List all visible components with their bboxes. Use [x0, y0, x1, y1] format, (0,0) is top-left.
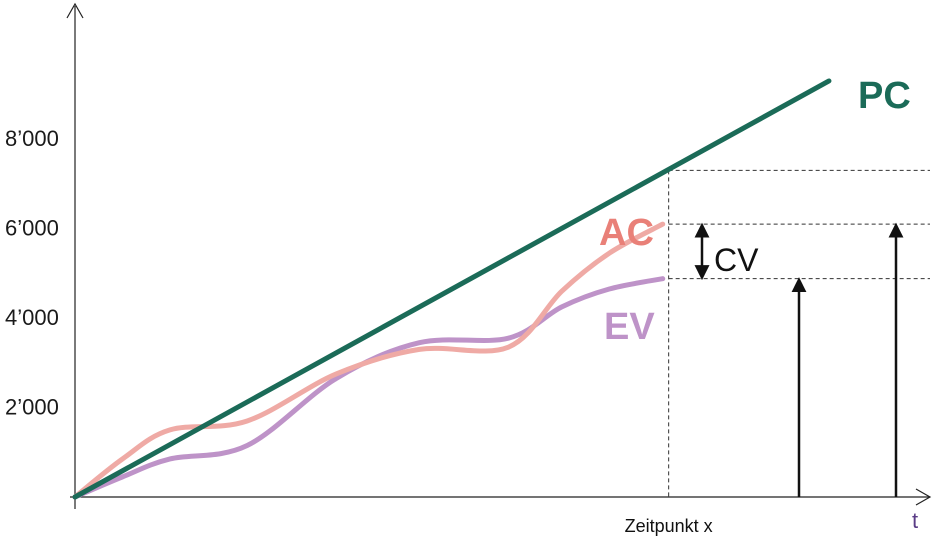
x-axis-label: t — [912, 508, 918, 533]
series-label-ac: AC — [599, 212, 654, 254]
series-label-pc: PC — [858, 75, 911, 117]
y-tick-label: 6’000 — [5, 216, 59, 241]
series-line-ac — [72, 221, 666, 500]
y-tick-label: 8’000 — [5, 126, 59, 151]
y-axis-arrowhead — [66, 2, 84, 19]
y-tick-label: 2’000 — [5, 395, 59, 420]
series-line-ev — [72, 276, 666, 500]
series-label-ev: EV — [604, 306, 655, 348]
y-tick-label: 4’000 — [5, 305, 59, 330]
x-marker-label: Zeitpunkt x — [625, 516, 713, 536]
x-axis-arrowhead — [915, 488, 932, 506]
cv-label: CV — [714, 242, 759, 278]
series-line-pc — [72, 78, 832, 500]
